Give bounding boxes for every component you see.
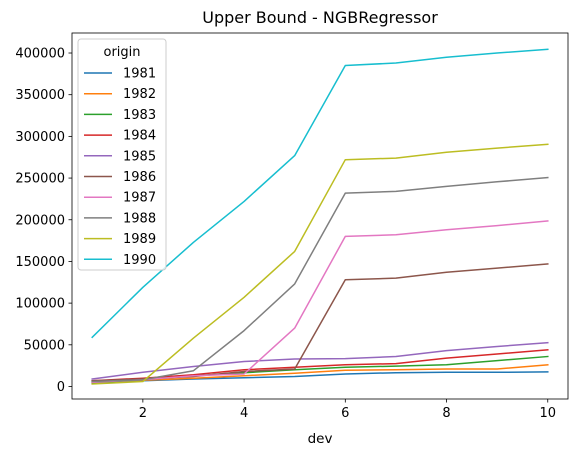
legend-title: origin	[103, 45, 140, 60]
legend: origin 1981 1982 1983 1984 1985 1986 1987 1988 19…	[77, 38, 167, 271]
y-tick-label: 300000	[15, 130, 65, 145]
chart-title: Upper Bound - NGBRegressor	[202, 8, 438, 27]
legend-label-1984: 1984	[123, 129, 156, 144]
y-tick-label: 400000	[15, 47, 65, 62]
plot-frame	[71, 32, 569, 400]
legend-label-1981: 1981	[123, 67, 156, 82]
y-tick-label: 150000	[15, 255, 65, 270]
legend-label-1988: 1988	[123, 211, 156, 226]
series-line-1989	[91, 143, 549, 385]
legend-label-1985: 1985	[123, 149, 156, 164]
series-line-1982	[91, 363, 549, 384]
y-tick-label: 0	[57, 380, 65, 395]
legend-label-1990: 1990	[123, 253, 156, 268]
x-tick-label: 4	[240, 406, 248, 421]
x-tick-label: 6	[341, 406, 349, 421]
legend-box	[77, 38, 167, 271]
series-line-1987	[91, 220, 549, 384]
legend-label-1989: 1989	[123, 232, 156, 247]
y-tick-label: 250000	[15, 172, 65, 187]
series-line-1990	[91, 48, 549, 339]
axes-layer: 2 4 6 8 10 0 50000 100000 150000 200000 250000 3000…	[15, 32, 569, 421]
legend-label-1983: 1983	[123, 108, 156, 123]
series-line-1985	[91, 341, 549, 380]
legend-label-1986: 1986	[123, 170, 156, 185]
x-axis-label: dev	[308, 431, 333, 447]
y-tick-label: 200000	[15, 213, 65, 228]
x-tick-label: 10	[539, 406, 556, 421]
x-tick-label: 2	[139, 406, 147, 421]
legend-label-1987: 1987	[123, 191, 156, 206]
y-tick-label: 350000	[15, 88, 65, 103]
y-tick-label: 100000	[15, 297, 65, 312]
series-line-1984	[91, 348, 549, 382]
series-layer	[91, 48, 549, 385]
x-tick-label: 8	[442, 406, 450, 421]
series-line-1988	[91, 176, 549, 383]
y-tick-label: 50000	[24, 338, 65, 353]
legend-label-1982: 1982	[123, 87, 156, 102]
